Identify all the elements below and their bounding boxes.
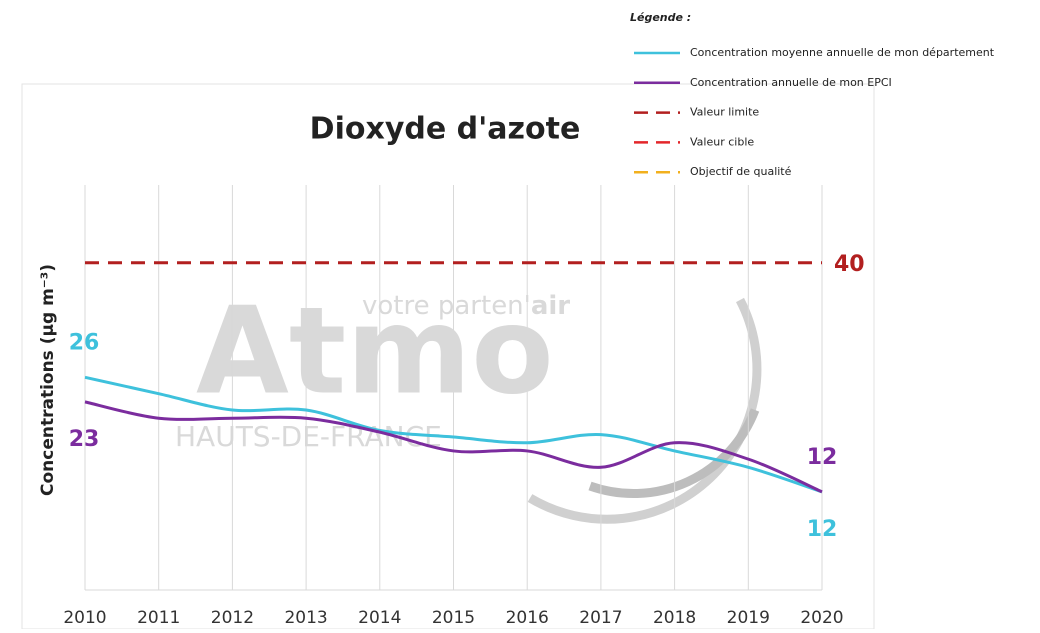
x-tick-label: 2018 [653,608,696,628]
data-label: 12 [807,517,838,542]
x-tick-label: 2014 [358,608,401,628]
line-series [84,400,823,494]
watermark-brand: Atmo [196,283,554,422]
x-tick-label: 2013 [284,608,327,628]
watermark: Atmo votre parten'air HAUTS-DE-FRANCE [175,283,762,524]
y-axis-label: Concentrations (µg m⁻³) [38,264,58,496]
watermark-tagline: votre parten'air [362,291,570,321]
x-tick-label: 2011 [137,608,180,628]
x-tick-label: 2019 [727,608,770,628]
reference-label: 40 [834,252,865,277]
watermark-arc [527,297,762,524]
chart-title: Dioxyde d'azote [310,112,581,147]
data-label: 23 [69,427,100,452]
data-label: 12 [807,445,838,470]
x-tick-label: 2012 [211,608,254,628]
legend-label: Objectif de qualité [690,165,792,178]
plot-frame [21,83,875,630]
x-tick-label: 2020 [800,608,843,628]
x-tick-label: 2016 [506,608,549,628]
legend-label: Valeur limite [690,106,759,119]
line-series [84,375,823,494]
legend-label: Valeur cible [690,135,754,148]
data-label: 26 [69,330,100,355]
watermark-tagline-bold: air [531,291,570,321]
x-tick-label: 2015 [432,608,475,628]
legend-label: Concentration annuelle de mon EPCI [690,76,892,89]
watermark-arc [588,408,760,499]
watermark-tagline-text: votre parten' [362,291,531,321]
legend-label: Concentration moyenne annuelle de mon dé… [690,46,995,59]
x-tick-label: 2017 [579,608,622,628]
legend-title: Légende : [630,11,691,24]
x-tick-label: 2010 [63,608,106,628]
